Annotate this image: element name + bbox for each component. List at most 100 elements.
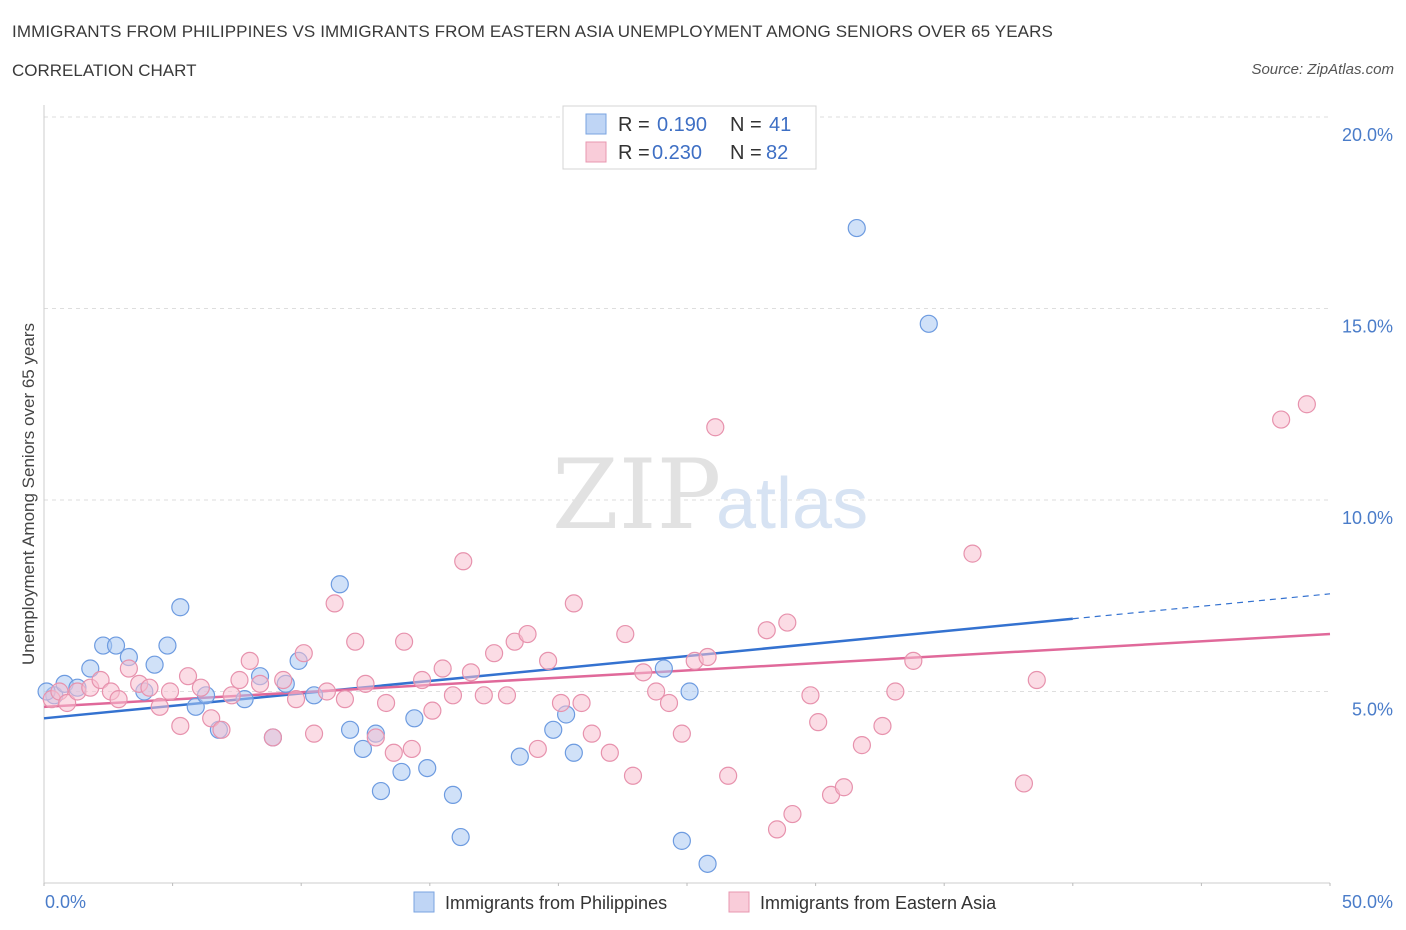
watermark-atlas: atlas bbox=[716, 464, 868, 544]
point-series-1-34 bbox=[384, 743, 403, 762]
point-series-1-51 bbox=[564, 594, 583, 613]
point-series-1-36 bbox=[402, 739, 421, 759]
y-axis-label: Unemployment Among Seniors over 65 years bbox=[19, 323, 38, 665]
y-tick-labels: 5.0% 10.0% 15.0% 20.0% bbox=[1342, 125, 1393, 720]
point-series-1-31 bbox=[356, 674, 375, 693]
y-tick-label-1: 10.0% bbox=[1342, 508, 1393, 528]
point-series-1-63 bbox=[706, 418, 725, 437]
point-series-1-59 bbox=[659, 693, 679, 713]
x-tick-marks bbox=[43, 883, 1331, 886]
point-series-1-64 bbox=[719, 766, 738, 785]
legend-n-label-philippines: N = bbox=[730, 114, 762, 136]
point-series-1-13 bbox=[171, 716, 190, 736]
trend-line-extension-0 bbox=[1072, 593, 1331, 620]
point-series-1-42 bbox=[461, 663, 481, 682]
y-tick-label-2: 15.0% bbox=[1342, 317, 1393, 337]
point-series-1-75 bbox=[886, 682, 905, 701]
point-series-0-37 bbox=[698, 854, 717, 873]
point-series-1-21 bbox=[250, 674, 270, 693]
point-series-1-18 bbox=[222, 686, 241, 705]
point-series-1-78 bbox=[1014, 774, 1034, 793]
point-series-1-38 bbox=[423, 701, 442, 720]
point-series-1-58 bbox=[647, 682, 666, 701]
point-series-1-47 bbox=[518, 624, 537, 644]
legend-swatch-philippines bbox=[585, 113, 607, 135]
point-series-0-10 bbox=[171, 598, 190, 617]
point-series-1-37 bbox=[412, 670, 432, 690]
point-series-1-20 bbox=[240, 651, 259, 670]
watermark-zip: ZIP bbox=[552, 439, 721, 551]
chart-title: IMMIGRANTS FROM PHILIPPINES VS IMMIGRANT… bbox=[12, 22, 1053, 41]
point-series-1-49 bbox=[539, 651, 558, 670]
point-series-1-80 bbox=[1272, 410, 1291, 429]
y-tick-label-3: 20.0% bbox=[1342, 125, 1393, 145]
point-series-0-26 bbox=[405, 709, 424, 728]
point-series-1-14 bbox=[178, 667, 198, 686]
point-series-0-20 bbox=[330, 575, 349, 594]
source-credit: Source: ZipAtlas.com bbox=[1251, 61, 1394, 78]
point-series-0-38 bbox=[847, 218, 866, 238]
x-tick-label-min: 0.0% bbox=[45, 892, 86, 912]
legend: R = 0.190 N = 41 R = 0.230 N = 82 bbox=[562, 105, 817, 170]
legend-n-value-philippines: 41 bbox=[769, 114, 791, 136]
point-series-1-81 bbox=[1297, 395, 1316, 414]
point-series-1-74 bbox=[873, 716, 892, 736]
legend-swatch-eastern-asia bbox=[585, 141, 607, 163]
point-series-1-50 bbox=[551, 693, 571, 713]
point-series-1-79 bbox=[1027, 670, 1046, 690]
legend-r-label-philippines: R = bbox=[618, 114, 650, 136]
point-series-1-35 bbox=[394, 632, 414, 651]
point-series-0-27 bbox=[418, 758, 437, 778]
point-series-1-43 bbox=[474, 686, 493, 705]
point-series-1-12 bbox=[160, 682, 180, 701]
point-series-1-66 bbox=[767, 820, 787, 839]
point-series-1-28 bbox=[325, 594, 344, 613]
point-series-0-30 bbox=[510, 747, 529, 766]
point-series-0-35 bbox=[672, 831, 691, 850]
legend-r-value-philippines: 0.190 bbox=[657, 114, 707, 136]
point-series-1-33 bbox=[376, 693, 396, 713]
point-series-0-22 bbox=[353, 739, 373, 759]
data-points bbox=[37, 218, 1316, 873]
point-series-1-60 bbox=[672, 724, 691, 743]
legend-n-value-eastern-asia: 82 bbox=[766, 142, 788, 164]
y-tick-label-0: 5.0% bbox=[1352, 700, 1393, 720]
bottom-legend-label-philippines: Immigrants from Philippines bbox=[445, 893, 667, 913]
point-series-0-34 bbox=[654, 659, 673, 678]
trend-line-0 bbox=[43, 617, 1073, 720]
point-series-1-76 bbox=[904, 651, 923, 670]
point-series-1-16 bbox=[202, 709, 221, 728]
point-series-0-9 bbox=[158, 636, 177, 655]
point-series-1-2 bbox=[58, 693, 77, 713]
point-series-1-8 bbox=[119, 659, 138, 678]
point-series-1-67 bbox=[778, 613, 797, 632]
x-tick-label-max: 50.0% bbox=[1342, 892, 1393, 912]
legend-r-label-eastern-asia: R = bbox=[618, 142, 650, 164]
trend-line-1 bbox=[43, 632, 1331, 709]
point-series-1-11 bbox=[150, 697, 169, 716]
point-series-0-29 bbox=[451, 827, 470, 847]
point-series-0-21 bbox=[340, 720, 360, 739]
point-series-0-25 bbox=[392, 762, 411, 782]
point-series-1-29 bbox=[335, 690, 355, 709]
point-series-1-25 bbox=[294, 644, 313, 663]
point-series-1-39 bbox=[433, 659, 452, 678]
bottom-legend-swatch-philippines bbox=[413, 891, 435, 913]
point-series-1-57 bbox=[634, 663, 653, 682]
point-series-1-55 bbox=[616, 624, 635, 644]
point-series-0-28 bbox=[443, 785, 463, 805]
point-series-1-27 bbox=[317, 682, 337, 701]
point-series-0-39 bbox=[919, 314, 938, 333]
point-series-1-70 bbox=[809, 713, 828, 732]
point-series-0-24 bbox=[371, 781, 391, 801]
point-series-1-72 bbox=[834, 778, 853, 797]
point-series-1-19 bbox=[230, 670, 249, 690]
point-series-1-32 bbox=[366, 728, 385, 747]
point-series-0-36 bbox=[680, 682, 699, 701]
point-series-1-65 bbox=[757, 621, 776, 640]
point-series-0-31 bbox=[544, 720, 563, 739]
point-series-1-40 bbox=[443, 686, 463, 705]
grid-lines bbox=[44, 116, 1330, 692]
chart-subtitle: CORRELATION CHART bbox=[12, 61, 197, 80]
